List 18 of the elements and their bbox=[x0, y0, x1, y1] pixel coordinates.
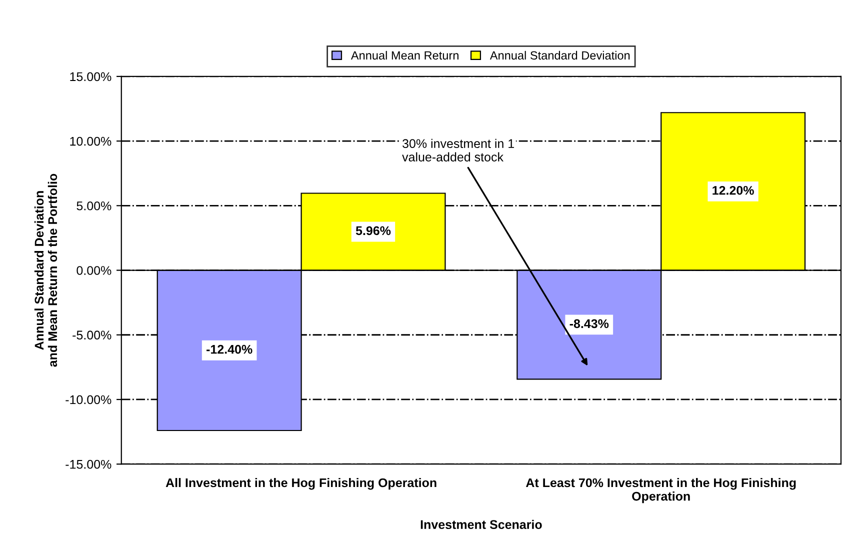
data-label: 12.20% bbox=[712, 186, 754, 195]
data-label: -12.40% bbox=[206, 344, 252, 354]
y-tick-label: -10.00% bbox=[66, 395, 112, 404]
y-tick-label: 5.00% bbox=[76, 201, 112, 210]
legend-label: Annual Mean Return bbox=[350, 50, 458, 60]
annotation: 30% investment in 1 value-added stock bbox=[402, 138, 514, 162]
y-tick-label: 0.00% bbox=[76, 266, 112, 275]
data-label: -8.43% bbox=[570, 319, 609, 328]
x-tick-label: At Least 70% Investment in the Hog Finishing Operation bbox=[526, 478, 796, 504]
legend-label: Annual Standard Deviation bbox=[490, 50, 630, 60]
y-tick-label: 10.00% bbox=[70, 136, 112, 146]
y-axis-title: Annual Standard Deviation and Mean Return of the Portfolio bbox=[34, 174, 58, 367]
y-tick-label: -5.00% bbox=[72, 330, 112, 340]
x-tick-label: All Investment in the Hog Finishing Operation bbox=[166, 478, 436, 490]
x-axis-title: Investment Scenario bbox=[420, 520, 542, 530]
y-tick-label: -15.00% bbox=[66, 460, 112, 469]
y-tick-label: 15.00% bbox=[70, 72, 112, 82]
data-label: 5.96% bbox=[356, 226, 391, 236]
